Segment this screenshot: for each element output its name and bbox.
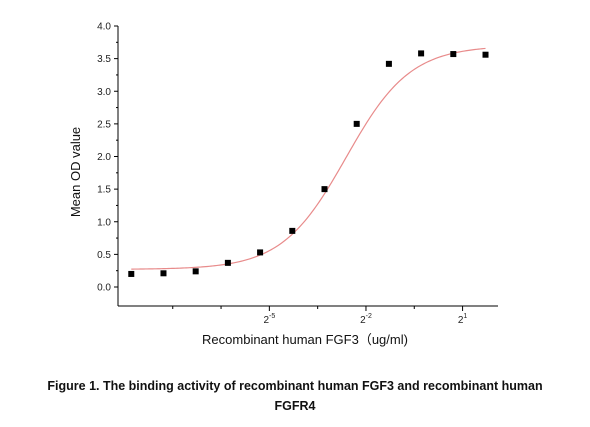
data-point	[418, 50, 425, 57]
y-tick-label: 0.5	[97, 250, 111, 261]
x-axis-ticks: 2-5 2-2 21	[172, 306, 468, 326]
caption-line-1: Figure 1. The binding activity of recomb…	[47, 379, 543, 393]
x-tick-label: 2-2	[360, 313, 372, 326]
x-tick-label: 21	[458, 313, 468, 326]
data-point	[482, 51, 489, 58]
data-point	[128, 270, 135, 277]
y-tick-label: 2.5	[97, 119, 111, 130]
data-point	[450, 51, 457, 58]
y-tick-label: 3.0	[97, 87, 111, 98]
axes	[117, 26, 498, 307]
y-tick-label: 4.0	[97, 22, 111, 33]
y-tick-label: 1.5	[97, 185, 111, 196]
y-axis-ticks: 0.0 0.5 1.0 1.5 2.0 2.5 3.0 3.5 4.0	[97, 22, 118, 294]
fit-curve	[131, 47, 486, 270]
data-point	[224, 259, 231, 266]
x-tick-label: 2-5	[263, 313, 275, 326]
x-axis-label: Recombinant human FGF3（ug/ml)	[202, 332, 408, 347]
data-point	[289, 227, 296, 234]
data-point	[160, 270, 167, 277]
data-points	[128, 50, 489, 277]
data-point	[353, 120, 360, 127]
y-tick-label: 0.0	[97, 283, 111, 294]
data-point	[321, 186, 328, 193]
data-point	[192, 268, 199, 275]
y-tick-label: 3.5	[97, 54, 111, 65]
caption-line-2: FGFR4	[274, 399, 316, 413]
data-point	[257, 249, 264, 256]
y-axis-label: Mean OD value	[68, 127, 83, 217]
y-tick-label: 2.0	[97, 152, 111, 163]
binding-activity-chart: 0.0 0.5 1.0 1.5 2.0 2.5 3.0 3.5 4.0 2-5 2-2 21 Mea…	[68, 22, 498, 347]
figure-caption: Figure 1. The binding activity of recomb…	[0, 376, 590, 416]
y-tick-label: 1.0	[97, 217, 111, 228]
data-point	[385, 60, 392, 67]
